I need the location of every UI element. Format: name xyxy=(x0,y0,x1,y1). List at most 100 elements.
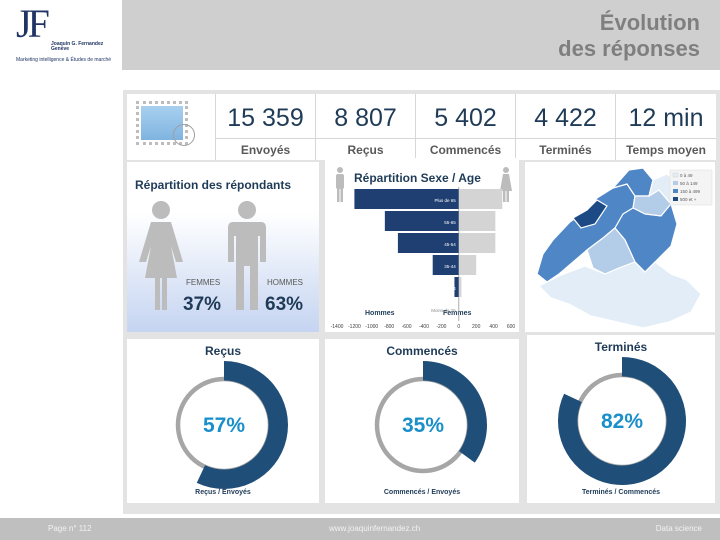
region-map: 0 à 49 50 à 149 150 à 499 500 et + xyxy=(536,167,713,329)
donut-arc xyxy=(196,361,288,489)
donut-caption: Terminés / Commencés xyxy=(581,489,661,496)
logo-tagline: Marketing intelligence & Études de march… xyxy=(16,57,112,63)
kpi-label: Terminés xyxy=(516,138,615,160)
donut-arc xyxy=(557,357,686,485)
tick-label: 0 xyxy=(457,324,460,330)
tick-label: -1200 xyxy=(348,324,361,330)
section-label: Data science xyxy=(655,524,702,533)
donut-started-panel: Commencés 35% Commencés / Envoyés xyxy=(325,339,519,503)
kpi-average-time: 12 min Temps moyen xyxy=(615,94,716,160)
donut-completed-panel: Terminés 82% Terminés / Commencés xyxy=(527,335,715,503)
kpi-label: Reçus xyxy=(316,138,415,160)
tick-label: -1000 xyxy=(365,324,378,330)
bar-women xyxy=(458,189,503,209)
tick-label: -600 xyxy=(402,324,412,330)
women-percent: 37% xyxy=(183,294,222,315)
header-bar: Évolution des réponses xyxy=(122,0,720,70)
woman-small-icon xyxy=(500,167,512,202)
legend-swatch xyxy=(673,181,678,185)
kpi-label: Commencés xyxy=(416,138,515,160)
pyramid-panel: Répartition Sexe / Age Hommes Femmes Plu… xyxy=(325,158,519,332)
map-region-valais xyxy=(537,261,702,329)
kpi-label: Temps moyen xyxy=(616,138,716,160)
donut-caption: Commencés / Envoyés xyxy=(383,489,461,496)
man-small-icon xyxy=(336,167,344,202)
logo-name: Joaquin G. Fernandez Genève xyxy=(51,42,121,52)
kpi-received: 8 807 Reçus xyxy=(315,94,415,160)
donut-title: Terminés xyxy=(594,340,648,354)
tick-label: -400 xyxy=(419,324,429,330)
bar-women xyxy=(458,233,496,253)
legend-swatch xyxy=(673,197,678,201)
page-title-line1: Évolution xyxy=(599,10,700,35)
donut-title: Reçus xyxy=(204,344,242,358)
pyramid-chart: Hommes Femmes Plus de 65 55-65 45-54 35-44 2… xyxy=(331,187,516,330)
kpi-value: 12 min xyxy=(628,104,704,132)
woman-icon xyxy=(139,201,183,310)
postmark-icon xyxy=(173,124,195,146)
kpi-label: Envoyés xyxy=(216,138,315,160)
donut-completed-chart: 82% xyxy=(557,357,686,485)
legend-women: Femmes xyxy=(443,310,472,317)
donut-title: Commencés xyxy=(386,344,458,358)
map-region-lake xyxy=(572,199,608,229)
pyramid-title: Répartition Sexe / Age xyxy=(354,171,481,185)
page-title: Évolution des réponses xyxy=(558,10,700,62)
bar-men xyxy=(397,233,459,253)
bar-men xyxy=(432,255,459,275)
donut-started-chart: 35% xyxy=(374,361,488,474)
donut-received-panel: Reçus 57% Reçus / Envoyés xyxy=(127,339,319,503)
bar-men xyxy=(454,277,459,297)
stamp-card xyxy=(127,94,215,160)
category-label: 45-54 xyxy=(444,242,456,247)
bar-men xyxy=(384,211,459,231)
logo-letters: JF xyxy=(16,1,50,46)
donut-percent: 35% xyxy=(402,414,444,437)
legend-label: 50 à 149 xyxy=(680,181,698,186)
legend-label: 0 à 49 xyxy=(680,173,693,178)
category-label: Plus de 65 xyxy=(435,198,457,203)
donut-caption: Reçus / Envoyés xyxy=(195,489,251,496)
bar-women xyxy=(458,277,462,297)
tick-label: -1400 xyxy=(331,324,344,330)
logo: JF Joaquin G. Fernandez Genève Marketing… xyxy=(0,0,122,70)
tick-label: -800 xyxy=(384,324,394,330)
page-title-line2: des réponses xyxy=(558,36,700,61)
donut-percent: 57% xyxy=(203,414,245,437)
map-panel: 0 à 49 50 à 149 150 à 499 500 et + xyxy=(525,162,715,332)
respondents-panel: Répartition des répondants FEMMES 37% HO… xyxy=(127,162,319,332)
category-label: Moins de 25 xyxy=(431,308,456,313)
category-label: 55-65 xyxy=(444,220,456,225)
bar-men xyxy=(354,189,459,209)
kpi-value: 8 807 xyxy=(334,104,397,132)
footer: Page n° 112 www.joaquinfernandez.ch Data… xyxy=(0,518,720,540)
category-label: 25-34 xyxy=(444,286,456,291)
tick-label: 400 xyxy=(489,324,498,330)
legend-label: 150 à 499 xyxy=(680,189,701,194)
legend-swatch xyxy=(673,189,678,193)
tick-label: 600 xyxy=(507,324,516,330)
kpi-completed: 4 422 Terminés xyxy=(515,94,615,160)
kpi-value: 15 359 xyxy=(227,104,304,132)
men-percent: 63% xyxy=(265,294,304,315)
men-label: HOMMES xyxy=(267,278,303,287)
page-number: Page n° 112 xyxy=(48,524,92,533)
donut-received-chart: 57% xyxy=(175,361,288,489)
kpi-value: 5 402 xyxy=(434,104,497,132)
women-label: FEMMES xyxy=(186,278,221,287)
tick-label: -200 xyxy=(436,324,446,330)
legend-label: 500 et + xyxy=(680,197,697,202)
website-link[interactable]: www.joaquinfernandez.ch xyxy=(329,524,421,533)
legend-men: Hommes xyxy=(365,310,395,317)
donut-arc xyxy=(423,361,488,463)
kpi-started: 5 402 Commencés xyxy=(415,94,515,160)
logo-name-line2: Genève xyxy=(51,46,70,52)
bar-women xyxy=(458,211,496,231)
tick-label: 200 xyxy=(472,324,481,330)
donut-percent: 82% xyxy=(601,410,643,433)
kpi-value: 4 422 xyxy=(534,104,597,132)
category-label: 35-44 xyxy=(444,264,456,269)
kpi-sent: 15 359 Envoyés xyxy=(215,94,315,160)
logo-name-line1: Joaquin G. Fernandez xyxy=(51,41,104,47)
